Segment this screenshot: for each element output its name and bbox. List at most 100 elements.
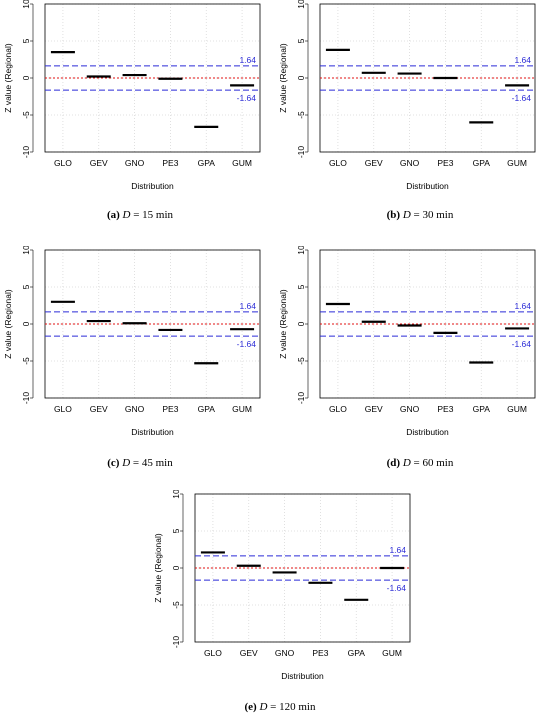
x-axis-label: Distribution [281,671,324,681]
caption-e: (e) D = 120 min [220,701,340,713]
chart-panel-c: 1.64 -1.64 -10 -5 0 5 10 Z value (Regional) GLO G… [0,246,270,451]
y-tick-label: -5 [171,601,181,609]
x-tick-label: GPA [198,404,216,414]
x-tick-label: PE3 [312,648,328,658]
x-axis-label: Distribution [406,181,449,191]
x-tick-label: GEV [240,648,258,658]
caption-label: (c) [107,457,120,469]
x-tick-label: GEV [365,158,383,168]
x-tick-label: GNO [125,404,145,414]
x-tick-label: GUM [232,404,252,414]
caption-b: (b) D = 30 min [360,209,480,221]
chart-panel-e: 1.64 -1.64 -10 -5 0 5 10 Z value (Regional) GLO G… [150,490,420,695]
caption-text: = 15 min [133,209,174,221]
y-axis-label: Z value (Regional) [278,43,288,113]
y-tick-label: 5 [296,284,306,289]
caption-label: (d) [386,457,401,469]
y-tick-label: -10 [21,392,31,405]
y-tick-label: 10 [21,0,31,9]
x-tick-label: GNO [400,404,420,414]
caption-a: (a) D = 15 min [80,209,200,221]
y-tick-label: -10 [296,146,306,159]
caption-variable: D [122,457,131,469]
x-tick-label: GEV [365,404,383,414]
chart-svg: 1.64 -1.64 -10 -5 0 5 10 Z value (Regional) GLO G… [3,0,261,191]
y-tick-label: -10 [21,146,31,159]
caption-text: = 30 min [413,209,454,221]
x-tick-label: GLO [329,404,347,414]
x-tick-label: GPA [473,158,491,168]
chart-svg: 1.64 -1.64 -10 -5 0 5 10 Z value (Regional) GLO G… [278,0,536,191]
x-tick-label: GLO [204,648,222,658]
x-tick-label: PE3 [162,404,178,414]
threshold-label-lower: -1.64 [237,339,257,349]
x-tick-label: GLO [329,158,347,168]
x-tick-label: GNO [125,158,145,168]
y-axis-label: Z value (Regional) [3,43,13,113]
x-tick-label: GLO [54,158,72,168]
x-tick-label: GPA [198,158,216,168]
caption-text: = 60 min [413,457,454,469]
threshold-label-upper: 1.64 [239,55,256,65]
chart-svg: 1.64 -1.64 -10 -5 0 5 10 Z value (Regional) GLO G… [3,246,261,437]
x-tick-label: GUM [232,158,252,168]
y-tick-label: 0 [21,75,31,80]
x-axis-label: Distribution [406,427,449,437]
caption-variable: D [259,701,268,713]
threshold-label-lower: -1.64 [512,339,532,349]
y-tick-label: 10 [296,0,306,9]
x-tick-label: GEV [90,404,108,414]
caption-label: (a) [106,209,120,221]
chart-panel-d: 1.64 -1.64 -10 -5 0 5 10 Z value (Regional) GLO G… [275,246,545,451]
y-tick-label: 10 [171,490,181,499]
y-tick-label: 5 [21,38,31,43]
x-tick-label: GNO [275,648,295,658]
x-axis-label: Distribution [131,181,174,191]
threshold-label-upper: 1.64 [239,301,256,311]
x-tick-label: PE3 [437,158,453,168]
x-tick-label: GUM [507,404,527,414]
threshold-label-lower: -1.64 [512,93,532,103]
chart-svg: 1.64 -1.64 -10 -5 0 5 10 Z value (Regional) GLO G… [153,490,411,681]
y-tick-label: 0 [21,321,31,326]
y-tick-label: 10 [21,246,31,255]
caption-text: = 45 min [132,457,173,469]
x-tick-label: GUM [507,158,527,168]
x-tick-label: GPA [473,404,491,414]
caption-variable: D [122,209,131,221]
caption-variable: D [402,457,411,469]
y-axis-label: Z value (Regional) [153,533,163,603]
threshold-label-upper: 1.64 [514,301,531,311]
y-tick-label: 0 [171,565,181,570]
y-tick-label: -5 [21,111,31,119]
caption-c: (c) D = 45 min [80,457,200,469]
x-tick-label: PE3 [162,158,178,168]
chart-panel-a: 1.64 -1.64 -10 -5 0 5 10 Z value (Regional) GLO G… [0,0,270,205]
y-tick-label: -10 [296,392,306,405]
x-tick-label: PE3 [437,404,453,414]
y-tick-label: 0 [296,75,306,80]
caption-label: (b) [386,209,401,221]
x-tick-label: GEV [90,158,108,168]
chart-svg: 1.64 -1.64 -10 -5 0 5 10 Z value (Regional) GLO G… [278,246,536,437]
caption-text: = 120 min [270,701,316,713]
threshold-label-upper: 1.64 [389,545,406,555]
threshold-label-lower: -1.64 [387,583,407,593]
x-tick-label: GUM [382,648,402,658]
x-axis-label: Distribution [131,427,174,437]
y-tick-label: 10 [296,246,306,255]
y-tick-label: 5 [296,38,306,43]
chart-panel-b: 1.64 -1.64 -10 -5 0 5 10 Z value (Regional) GLO G… [275,0,545,205]
y-tick-label: -5 [296,111,306,119]
y-tick-label: 5 [21,284,31,289]
caption-variable: D [402,209,411,221]
threshold-label-lower: -1.64 [237,93,257,103]
y-tick-label: 5 [171,528,181,533]
threshold-label-upper: 1.64 [514,55,531,65]
y-tick-label: -10 [171,636,181,649]
x-tick-label: GNO [400,158,420,168]
y-axis-label: Z value (Regional) [3,289,13,359]
caption-label: (e) [244,701,257,713]
x-tick-label: GPA [348,648,366,658]
y-axis-label: Z value (Regional) [278,289,288,359]
